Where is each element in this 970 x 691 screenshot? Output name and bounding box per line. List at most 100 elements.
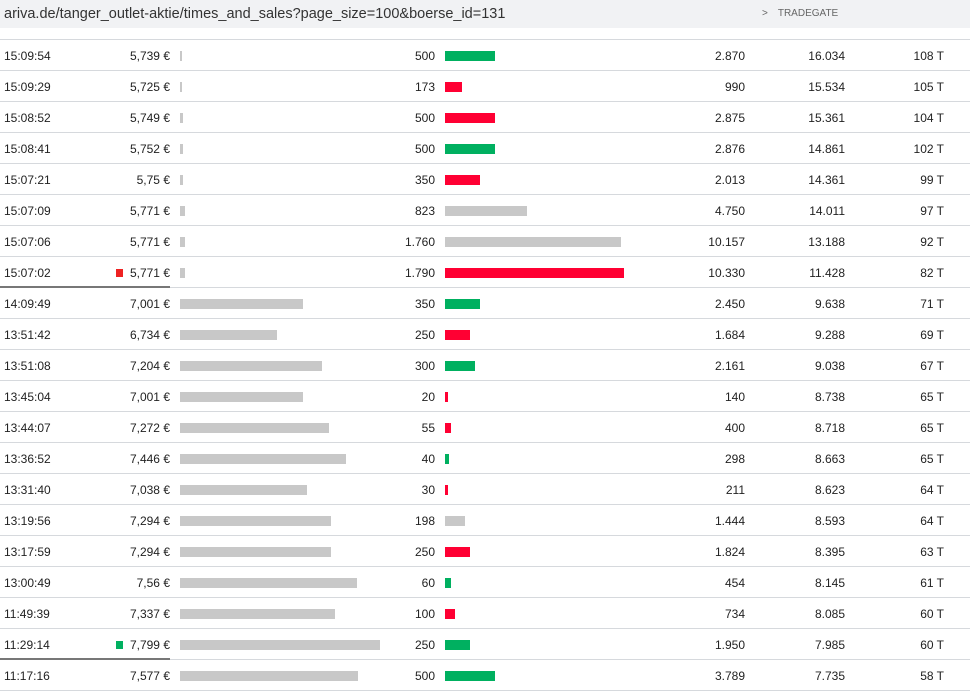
trade-volume: 20 — [421, 390, 435, 404]
trade-count: 65 T — [920, 452, 944, 466]
trade-count: 61 T — [920, 576, 944, 590]
volume-bar — [445, 547, 470, 557]
trade-price: 7,337 € — [129, 607, 170, 621]
trade-count: 60 T — [920, 638, 944, 652]
cumulative-volume: 7.985 — [814, 638, 845, 652]
trade-turnover: 2.875 — [714, 111, 745, 125]
trade-time: 15:07:09 — [4, 204, 51, 218]
trade-turnover: 211 — [725, 483, 745, 497]
direction-marker — [116, 641, 123, 649]
trade-price: 5,749 € — [129, 111, 170, 125]
volume-bar — [445, 361, 475, 371]
table-row: 15:07:02 5,771 € 1.790 10.330 11.428 82 T — [0, 257, 970, 288]
volume-bar — [445, 113, 495, 123]
trade-volume: 173 — [414, 80, 435, 94]
volume-bar — [445, 144, 495, 154]
volume-bar — [445, 82, 463, 92]
price-bar — [180, 113, 183, 123]
trade-count: 82 T — [920, 266, 944, 280]
price-bar — [180, 206, 185, 216]
trade-price: 7,272 € — [129, 421, 170, 435]
trade-count: 64 T — [920, 514, 944, 528]
trade-count: 65 T — [920, 390, 944, 404]
trade-price: 5,739 € — [129, 49, 170, 63]
table-row: 13:44:07 7,272 € 55 400 8.718 65 T — [0, 412, 970, 443]
trade-volume: 300 — [414, 359, 435, 373]
trade-time: 11:29:14 — [4, 638, 50, 652]
trade-time: 11:49:39 — [4, 607, 50, 621]
divider — [0, 39, 970, 40]
trade-turnover: 400 — [724, 421, 745, 435]
trade-price: 5,771 € — [129, 204, 170, 218]
trade-price: 7,001 € — [129, 297, 170, 311]
trade-price: 5,771 € — [129, 235, 170, 249]
cumulative-volume: 8.663 — [814, 452, 845, 466]
trade-volume: 823 — [414, 204, 435, 218]
cumulative-volume: 14.361 — [808, 173, 845, 187]
price-bar — [180, 330, 278, 340]
trade-count: 105 T — [913, 80, 944, 94]
volume-bar — [445, 454, 449, 464]
volume-bar — [445, 268, 624, 278]
price-bar — [180, 268, 185, 278]
trade-turnover: 2.876 — [714, 142, 745, 156]
price-bar — [180, 547, 332, 557]
trade-volume: 250 — [414, 638, 435, 652]
cumulative-volume: 8.085 — [814, 607, 845, 621]
trade-volume: 500 — [414, 669, 435, 683]
trade-volume: 250 — [414, 545, 435, 559]
exchange-label[interactable]: TRADEGATE — [777, 8, 839, 19]
table-row: 13:51:42 6,734 € 250 1.684 9.288 69 T — [0, 319, 970, 350]
trade-time: 13:17:59 — [4, 545, 51, 559]
trade-count: 69 T — [920, 328, 944, 342]
cumulative-volume: 8.738 — [814, 390, 845, 404]
cumulative-volume: 15.534 — [808, 80, 845, 94]
trade-time: 15:09:54 — [4, 49, 51, 63]
price-bar — [180, 82, 182, 92]
trade-volume: 350 — [414, 297, 435, 311]
trade-time: 11:17:16 — [4, 669, 50, 683]
table-row: 15:08:52 5,749 € 500 2.875 15.361 104 T — [0, 102, 970, 133]
table-row: 15:08:41 5,752 € 500 2.876 14.861 102 T — [0, 133, 970, 164]
exchange-breadcrumb[interactable]: > TRADEGATE — [762, 8, 848, 19]
price-bar — [180, 454, 346, 464]
volume-bar — [445, 51, 495, 61]
cumulative-volume: 16.034 — [808, 49, 845, 63]
volume-bar — [445, 299, 480, 309]
trade-count: 58 T — [920, 669, 944, 683]
volume-bar — [445, 175, 480, 185]
trade-volume: 198 — [414, 514, 435, 528]
url-text[interactable]: ariva.de/tanger_outlet-aktie/times_and_s… — [4, 6, 506, 22]
price-bar — [180, 516, 332, 526]
trade-price: 7,577 € — [129, 669, 170, 683]
trade-time: 13:44:07 — [4, 421, 51, 435]
trade-turnover: 2.870 — [714, 49, 745, 63]
trade-turnover: 1.950 — [714, 638, 745, 652]
trade-volume: 60 — [421, 576, 435, 590]
cumulative-volume: 9.288 — [814, 328, 845, 342]
trade-price: 7,204 € — [129, 359, 170, 373]
volume-bar — [445, 671, 495, 681]
price-bar — [180, 361, 323, 371]
trade-volume: 250 — [414, 328, 435, 342]
trade-price: 7,001 € — [129, 390, 170, 404]
volume-bar — [445, 578, 451, 588]
price-bar — [180, 485, 307, 495]
trade-volume: 500 — [414, 49, 435, 63]
volume-bar — [445, 640, 470, 650]
trade-volume: 1.760 — [404, 235, 435, 249]
trade-price: 5,75 € — [136, 173, 170, 187]
trade-count: 104 T — [913, 111, 944, 125]
table-row: 15:07:06 5,771 € 1.760 10.157 13.188 92 T — [0, 226, 970, 257]
trade-price: 6,734 € — [129, 328, 170, 342]
price-bar — [180, 144, 184, 154]
trade-time: 13:45:04 — [4, 390, 51, 404]
trade-price: 7,038 € — [129, 483, 170, 497]
trade-turnover: 10.157 — [708, 235, 745, 249]
cumulative-volume: 8.718 — [814, 421, 845, 435]
trade-count: 60 T — [920, 607, 944, 621]
cumulative-volume: 8.623 — [814, 483, 845, 497]
table-row: 13:00:49 7,56 € 60 454 8.145 61 T — [0, 567, 970, 598]
trade-price: 7,799 € — [129, 638, 170, 652]
address-bar[interactable]: ariva.de/tanger_outlet-aktie/times_and_s… — [0, 0, 970, 28]
